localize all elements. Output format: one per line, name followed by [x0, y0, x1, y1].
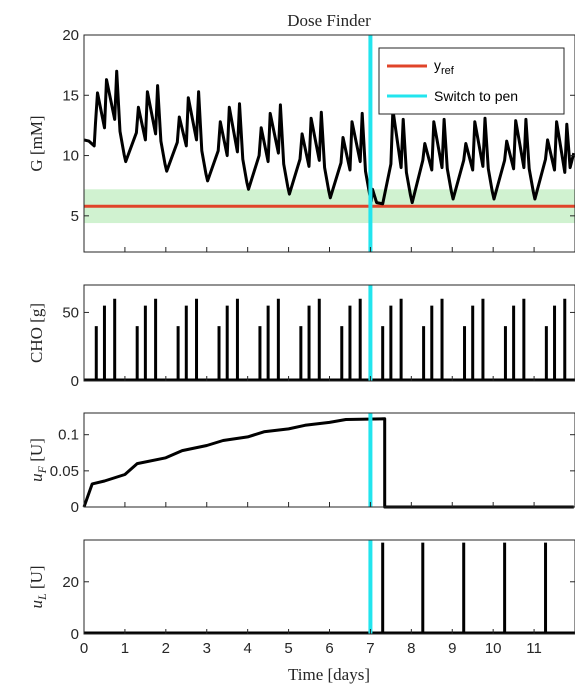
legend-label-switch: Switch to pen: [434, 88, 518, 104]
y-tick-label: 5: [71, 208, 79, 225]
basal-dose-line: [82, 417, 574, 509]
x-tick-label: 5: [284, 640, 292, 657]
x-tick-label: 1: [121, 640, 129, 657]
y-tick-label: 15: [62, 87, 79, 104]
y-axis-label: uL [U]: [27, 565, 49, 608]
legend-box: [378, 47, 565, 115]
y-tick-label: 0: [71, 626, 79, 643]
bolus-insulin-panel: 0 20 uL [U] 0 1 2 3 4 5 6 7 8 9 10 11: [27, 539, 575, 657]
x-tick-label: 8: [407, 640, 415, 657]
x-tick-label: 6: [325, 640, 333, 657]
x-tick-label: 7: [366, 640, 374, 657]
x-axis-label: Time [days]: [288, 665, 370, 684]
basal-insulin-panel: 0 0.05 0.1 uF [U]: [27, 412, 575, 516]
y-tick-label: 0.05: [50, 463, 79, 480]
x-tick-label: 3: [203, 640, 211, 657]
x-tick-label: 4: [243, 640, 251, 657]
axes-box: [83, 539, 575, 635]
y-tick-label: 0.1: [58, 427, 79, 444]
y-tick-label: 50: [62, 304, 79, 321]
y-tick-label: 20: [62, 574, 79, 591]
x-tick-label: 9: [448, 640, 456, 657]
glucose-line: [83, 69, 575, 206]
x-tick-label: 0: [80, 640, 88, 657]
carbohydrate-panel: 0 50 CHO [g]: [27, 284, 575, 390]
y-axis-label: uF [U]: [27, 438, 49, 482]
y-axis-label: CHO [g]: [27, 303, 46, 363]
y-tick-label: 10: [62, 148, 79, 165]
y-tick-label: 20: [62, 27, 79, 44]
chart-title: Dose Finder: [287, 11, 371, 30]
x-tick-label: 11: [526, 640, 542, 657]
y-tick-label: 0: [71, 499, 79, 516]
y-axis-label: G [mM]: [27, 115, 46, 171]
x-tick-label: 2: [162, 640, 170, 657]
axes-box: [83, 284, 575, 382]
x-tick-label: 10: [485, 640, 502, 657]
y-tick-label: 0: [71, 373, 79, 390]
